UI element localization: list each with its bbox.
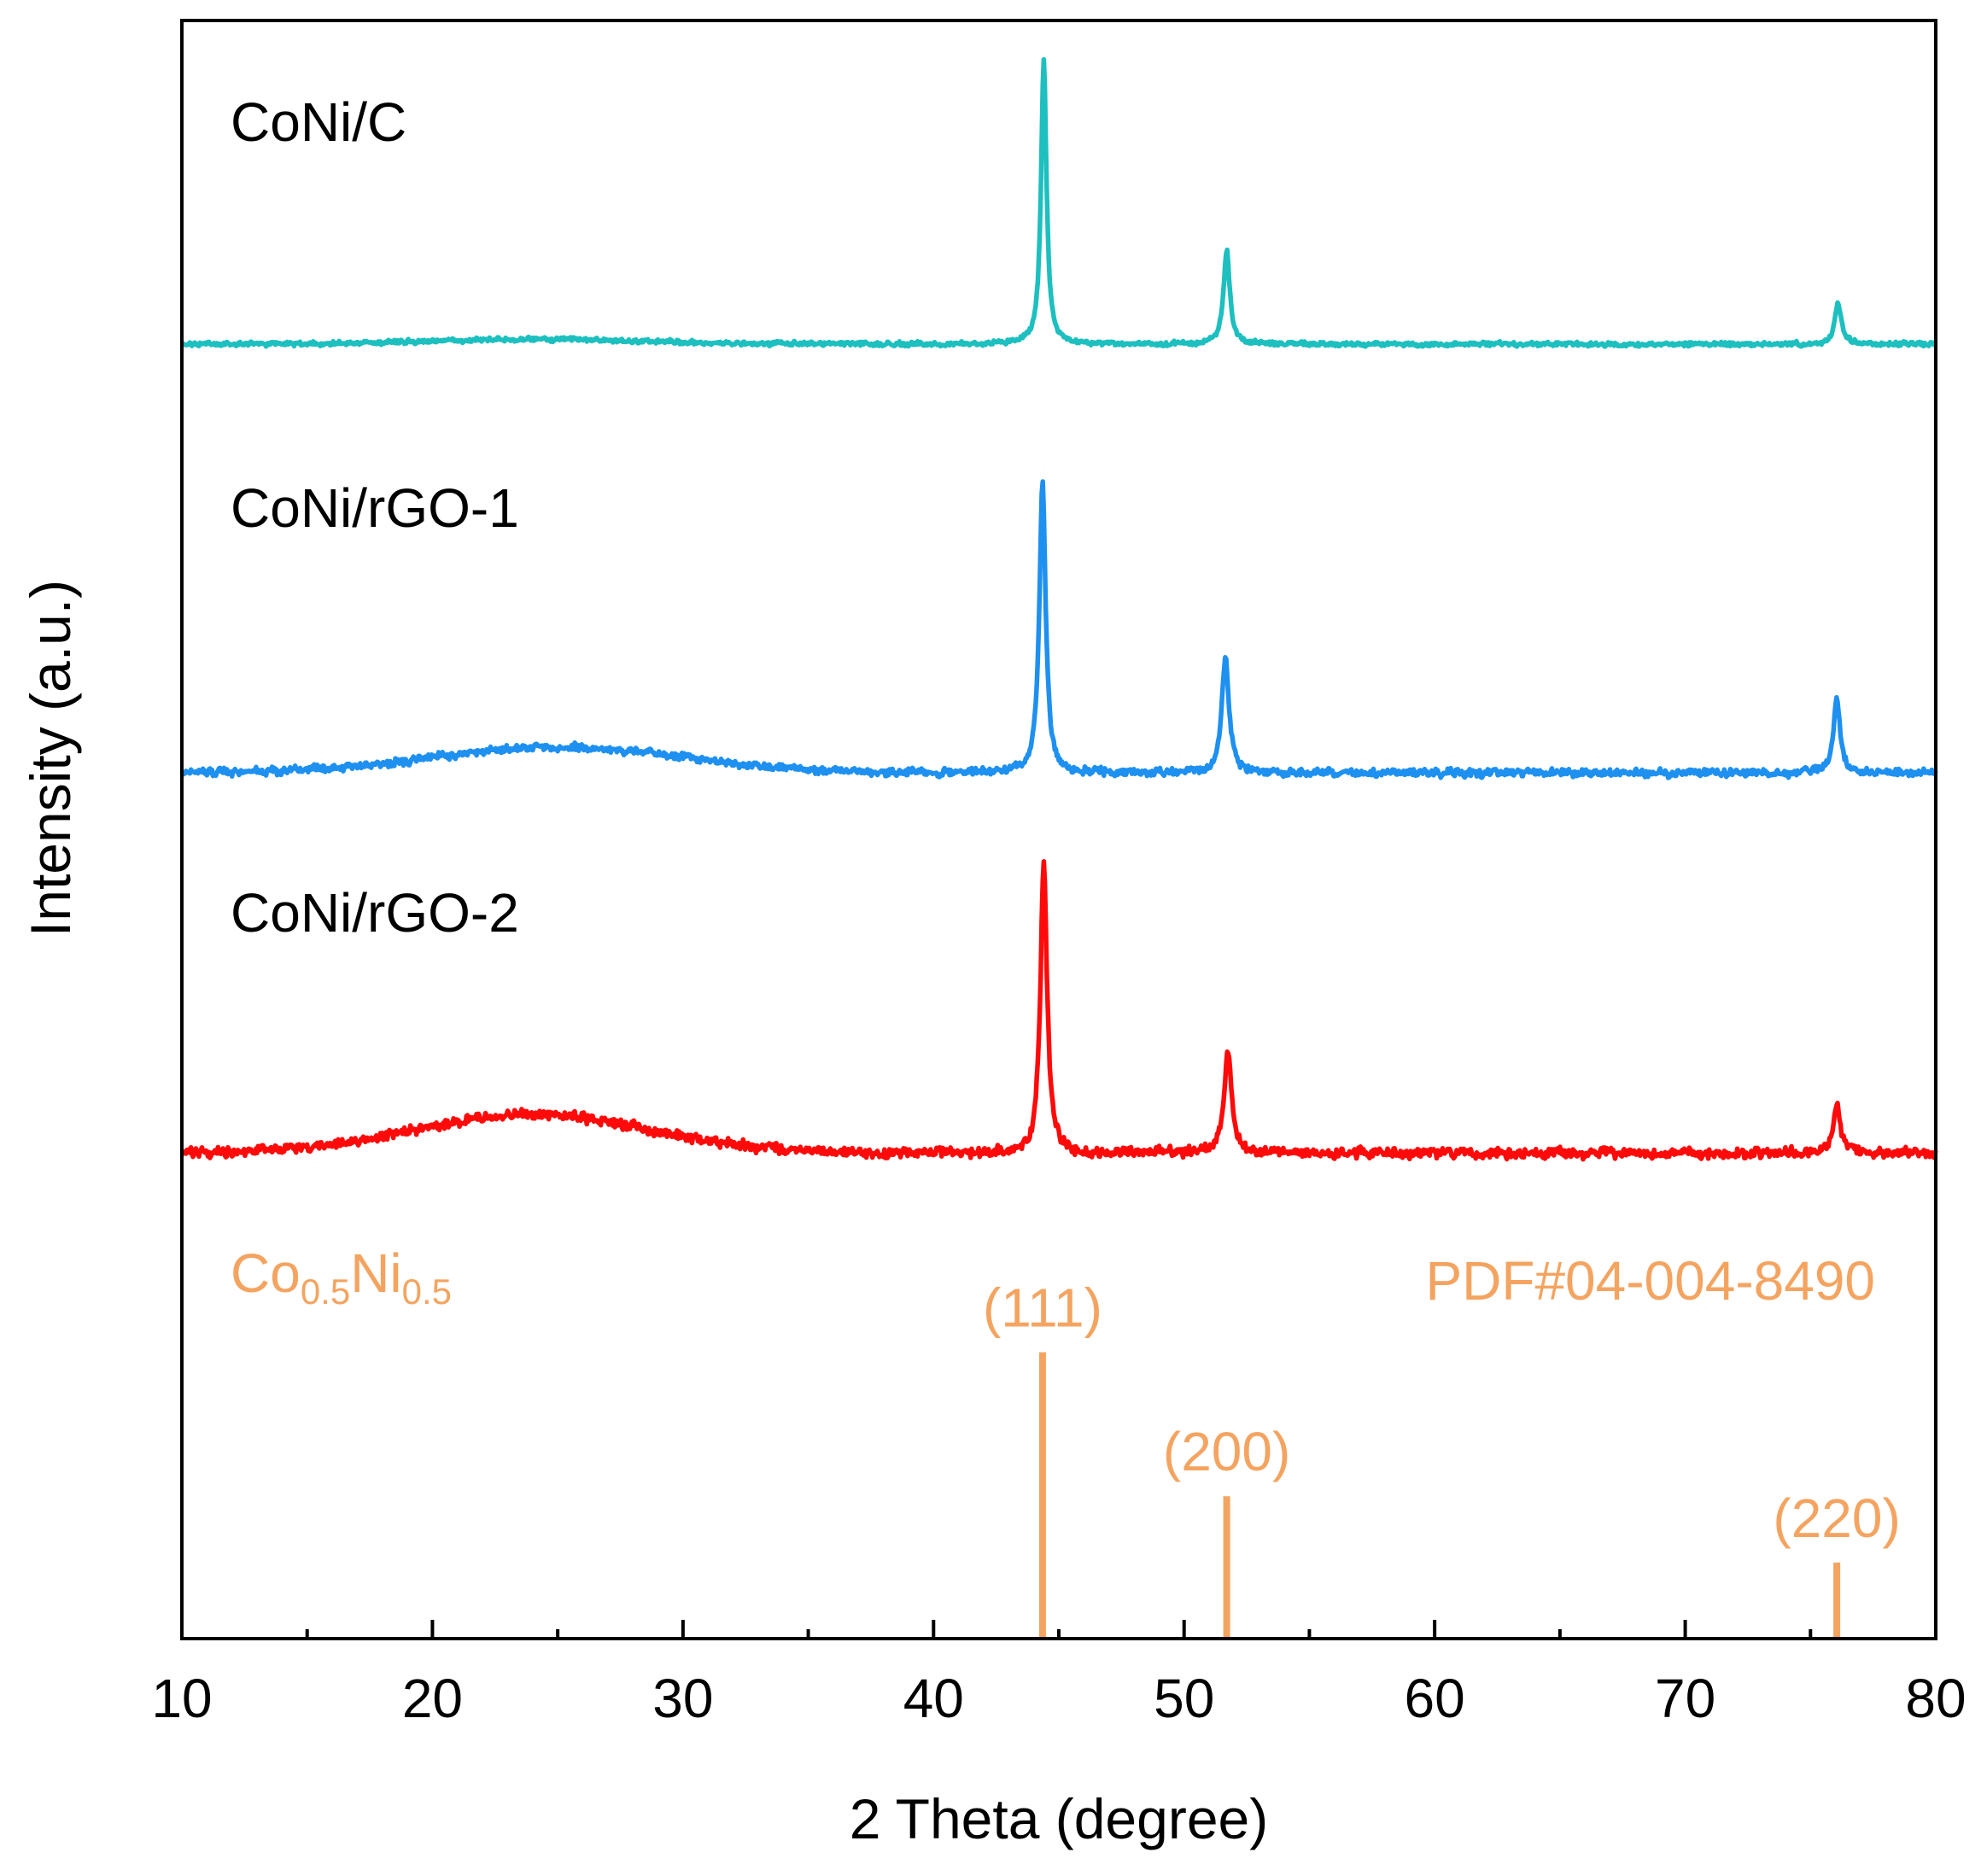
x-axis-tick-labels: 10 20 30 40 50 60 70 80 [151, 1668, 1966, 1729]
x-tick-label: 30 [652, 1668, 713, 1729]
x-axis-ticks [180, 1620, 1937, 1639]
hkl-label-111: (111) [983, 1277, 1102, 1339]
x-tick-label: 60 [1405, 1668, 1465, 1729]
reference-card-label: PDF#04-004-8490 [1425, 1250, 1875, 1312]
series-line-coni-rgo-1 [179, 479, 1938, 780]
x-tick-label: 50 [1154, 1668, 1214, 1729]
x-tick-label: 70 [1655, 1668, 1715, 1729]
x-tick-label: 40 [903, 1668, 964, 1729]
reference-phase-label: Co0.5Ni0.5 [231, 1242, 452, 1312]
series-line-coni-rgo-2 [179, 859, 1938, 1162]
series-label-coni-rgo-2: CoNi/rGO-2 [231, 882, 519, 944]
x-tick-label: 80 [1905, 1668, 1966, 1729]
y-axis-label: Intensity (a.u.) [19, 580, 82, 937]
series-label-coni-rgo-1: CoNi/rGO-1 [231, 477, 519, 539]
series-line-coni-c [179, 56, 1938, 349]
phase-subscript-co: 0.5 [301, 1271, 350, 1312]
x-tick-label: 10 [151, 1668, 212, 1729]
plot-area: (111) (200) (220) [179, 56, 1938, 1639]
hkl-label-200: (200) [1163, 1421, 1290, 1482]
reference-pattern: (111) (200) (220) [983, 1277, 1901, 1639]
phase-element-ni: Ni [350, 1242, 401, 1304]
plot-frame [180, 19, 1937, 1640]
x-axis-label: 2 Theta (degree) [850, 1787, 1268, 1850]
phase-subscript-ni: 0.5 [402, 1271, 452, 1312]
hkl-label-220: (220) [1773, 1487, 1900, 1549]
phase-element-co: Co [231, 1242, 301, 1304]
series-layer [179, 56, 1938, 1162]
x-tick-label: 20 [402, 1668, 463, 1729]
series-label-coni-c: CoNi/C [231, 91, 406, 153]
